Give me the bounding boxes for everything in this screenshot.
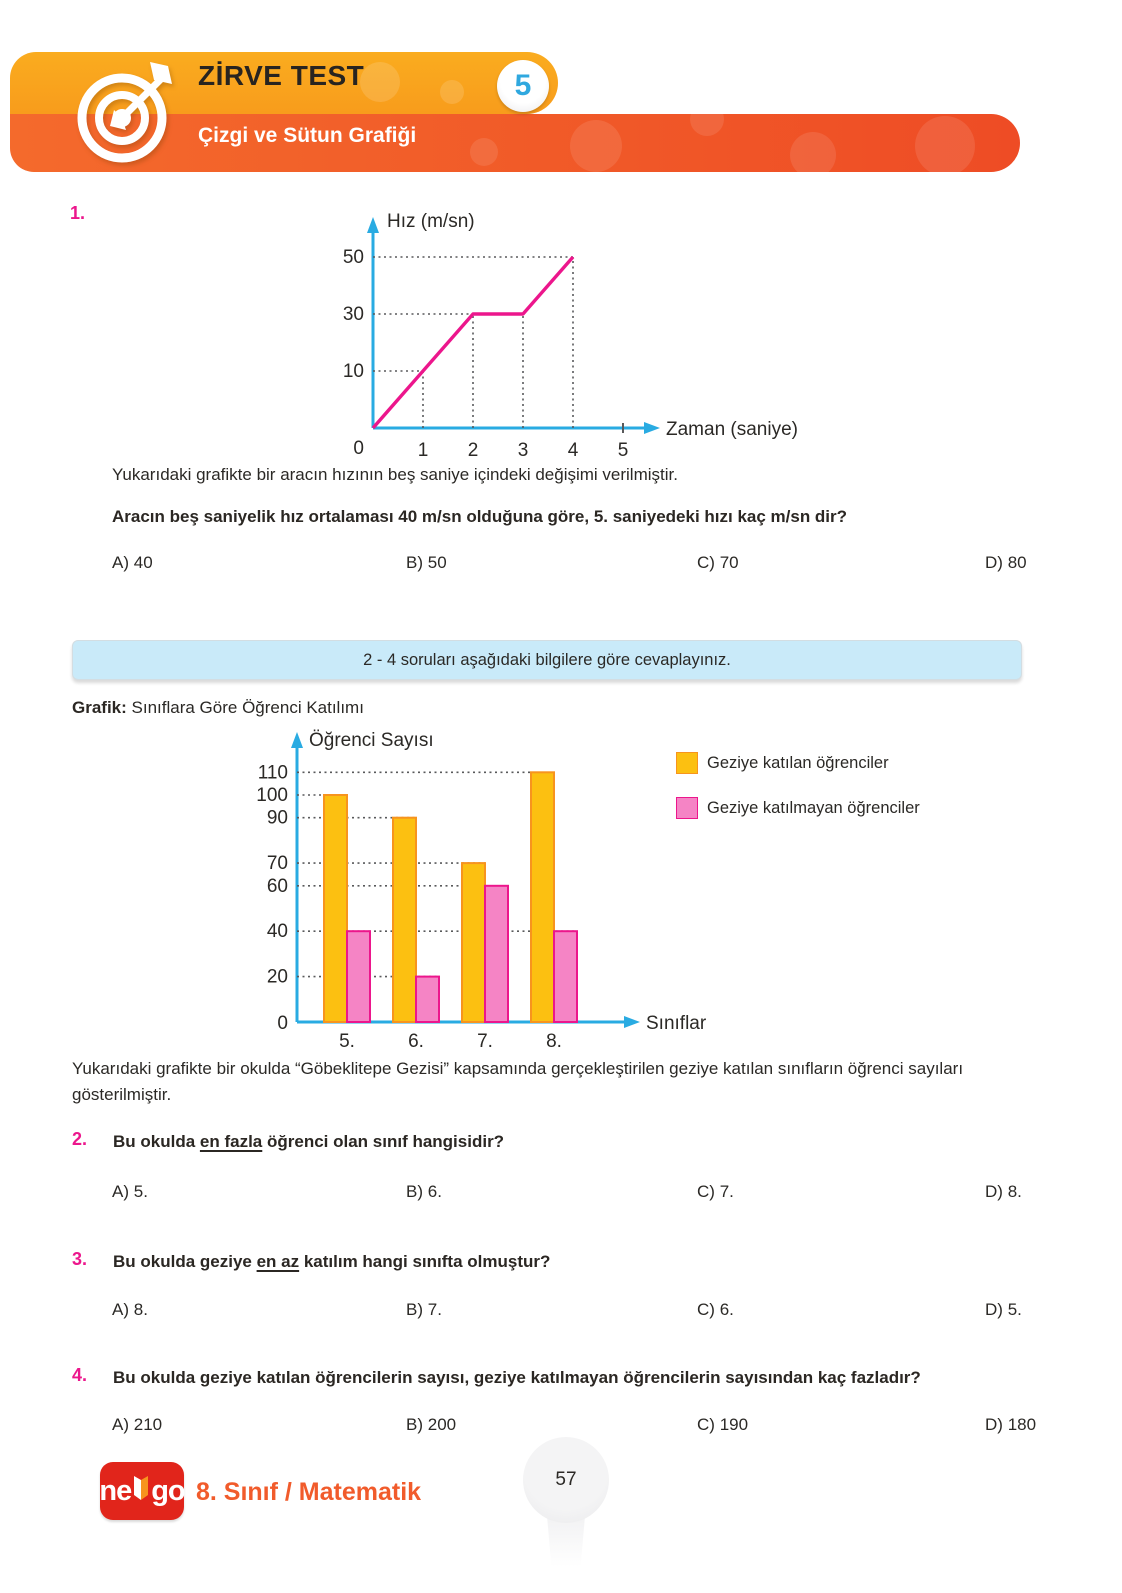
question-1-description: Yukarıdaki grafikte bir aracın hızının b… [112,465,678,484]
legend-item-participating: Geziye katılan öğrenciler [676,752,920,774]
svg-text:5.: 5. [339,1031,355,1052]
svg-text:Öğrenci Sayısı: Öğrenci Sayısı [309,730,434,751]
svg-text:0: 0 [353,438,364,459]
option-a: A) 210 [112,1415,163,1434]
legend-item-not-participating: Geziye katılmayan öğrenciler [676,797,920,819]
target-icon [70,56,182,172]
svg-text:30: 30 [343,304,364,325]
svg-text:4: 4 [568,440,579,461]
question-2-options: A) 5. B) 6. C) 7. D) 8. [0,1182,1122,1208]
graph-caption: Grafik: Sınıflara Göre Öğrenci Katılımı [72,698,364,718]
option-c: C) 70 [697,553,739,572]
svg-text:2: 2 [468,440,479,461]
svg-text:Zaman (saniye): Zaman (saniye) [666,419,798,440]
graph-description: Yukarıdaki grafikte bir okulda “Göbeklit… [72,1059,964,1105]
option-d: D) 80 [985,553,1027,572]
header-band-orange [10,102,1020,178]
option-c: C) 7. [697,1182,734,1201]
test-title: ZİRVE TEST [198,60,365,91]
legend-swatch-pink [676,797,698,819]
svg-text:6.: 6. [408,1031,424,1052]
option-a: A) 40 [112,553,153,572]
logo-text-ne: ne [99,1474,132,1507]
question-1-text: Aracın beş saniyelik hız ortalaması 40 m… [112,507,848,526]
svg-text:Hız (m/sn): Hız (m/sn) [387,211,475,232]
option-a: A) 5. [112,1182,148,1201]
svg-text:0: 0 [277,1013,288,1034]
info-box: 2 - 4 soruları aşağıdaki bilgilere göre … [72,640,1022,680]
question-3-number: 3. [72,1249,88,1269]
publisher-logo: ne go [99,1462,186,1520]
option-a: A) 8. [112,1300,148,1319]
test-subtitle: Çizgi ve Sütun Grafiği [198,124,417,147]
footer-brand: 8. Sınıf / Matematik [196,1478,422,1506]
option-c: C) 6. [697,1300,734,1319]
page-number: 57 [523,1437,609,1523]
svg-text:Sınıflar: Sınıflar [646,1013,707,1034]
book-icon [133,1472,149,1510]
question-2-text: Bu okulda en fazla öğrenci olan sınıf ha… [113,1132,505,1151]
svg-text:50: 50 [343,247,364,268]
svg-text:1: 1 [418,440,429,461]
graph-caption-label: Grafik: [72,698,127,717]
info-box-text: 2 - 4 soruları aşağıdaki bilgilere göre … [363,650,731,669]
question-3-options: A) 8. B) 7. C) 6. D) 5. [0,1300,1122,1326]
line-chart: Hız (m/sn) Zaman (saniye) 10 30 50 0 1 2 3 4 5 [343,211,798,461]
header-banner: ZİRVE TEST 5 Çizgi ve Sütun Grafiği [0,0,1122,190]
option-b: B) 6. [406,1182,442,1201]
option-d: D) 180 [985,1415,1037,1434]
option-c: C) 190 [697,1415,749,1434]
question-2-number: 2. [72,1129,88,1149]
svg-text:20: 20 [267,967,288,988]
svg-text:3: 3 [518,440,529,461]
option-d: D) 5. [985,1300,1022,1319]
svg-text:90: 90 [267,808,288,829]
option-d: D) 8. [985,1182,1022,1201]
svg-text:10: 10 [343,361,364,382]
svg-text:7.: 7. [477,1031,493,1052]
option-b: B) 50 [406,553,447,572]
svg-text:70: 70 [267,853,288,874]
svg-text:100: 100 [256,785,288,806]
graph-caption-title: Sınıflara Göre Öğrenci Katılımı [126,698,364,717]
question-3-text: Bu okulda geziye en az katılım hangi sın… [113,1252,551,1271]
svg-text:40: 40 [267,921,288,942]
question-4-number: 4. [72,1365,88,1385]
logo-text-go: go [151,1474,185,1507]
legend-swatch-yellow [676,752,698,774]
question-1-number: 1. [70,203,86,223]
option-b: B) 200 [406,1415,457,1434]
test-number-badge: 5 [497,60,549,112]
chart-legend: Geziye katılan öğrenciler Geziye katılma… [676,752,920,842]
svg-text:8.: 8. [546,1031,562,1052]
svg-text:110: 110 [258,762,288,783]
question-4-options: A) 210 B) 200 C) 190 D) 180 [0,1415,1122,1441]
svg-text:60: 60 [267,876,288,897]
svg-text:5: 5 [618,440,629,461]
question-4-text: Bu okulda geziye katılan öğrencilerin sa… [113,1368,921,1387]
question-1-options: A) 40 B) 50 C) 70 D) 80 [0,553,1122,579]
option-b: B) 7. [406,1300,442,1319]
